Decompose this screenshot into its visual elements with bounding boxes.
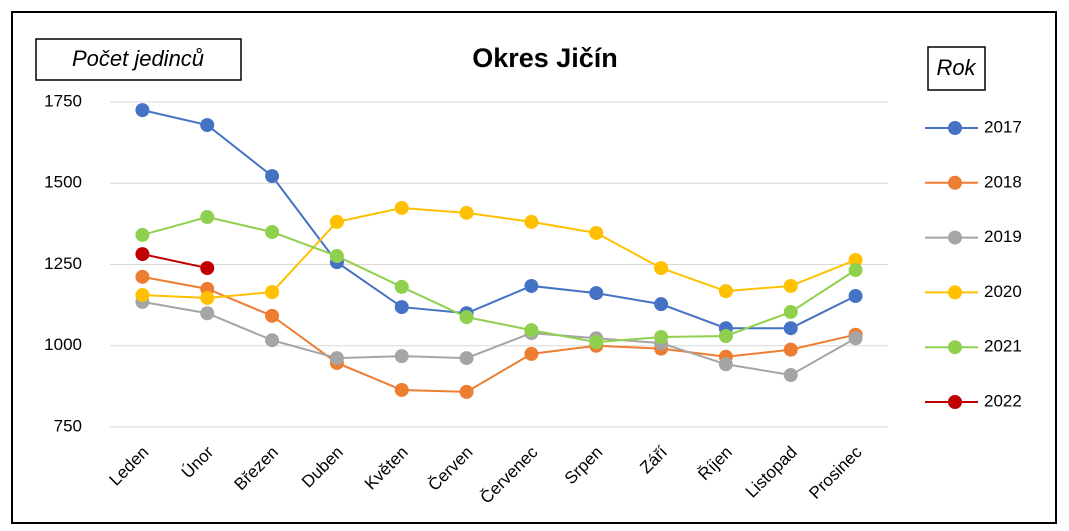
point [589, 286, 604, 301]
series-line [142, 253, 208, 270]
point [524, 214, 539, 229]
legend-marker [948, 121, 962, 135]
legend-label: 2019 [984, 227, 1022, 246]
legend-title: Rok [936, 55, 976, 80]
y-tick-label: 750 [54, 416, 82, 435]
point [135, 227, 150, 242]
point [135, 247, 150, 262]
point [459, 384, 474, 399]
legend-label: 2021 [984, 337, 1022, 356]
legend-marker [948, 230, 962, 245]
point [589, 335, 604, 350]
point [135, 269, 150, 284]
point [783, 278, 798, 293]
point [459, 205, 474, 220]
y-tick-label: 1250 [44, 254, 82, 273]
legend-marker [948, 395, 962, 409]
point [783, 304, 798, 319]
legend-label: 2018 [984, 172, 1022, 191]
point [718, 329, 733, 343]
point [135, 288, 150, 303]
point [265, 333, 280, 348]
point [200, 118, 215, 133]
point [589, 225, 604, 240]
point [524, 346, 539, 361]
series-line [142, 206, 856, 299]
point [459, 310, 474, 325]
point [848, 289, 863, 304]
point [265, 169, 280, 184]
point [200, 261, 215, 276]
point [459, 351, 474, 366]
point [329, 214, 344, 229]
series-line [142, 275, 856, 393]
point [394, 349, 409, 364]
point [654, 297, 669, 312]
point [265, 225, 280, 239]
legend-label: 2022 [984, 391, 1022, 410]
point [200, 306, 215, 321]
y-tick-label: 1500 [44, 173, 82, 192]
point [783, 368, 798, 382]
point [718, 357, 733, 372]
y-tick-label: 1000 [44, 335, 82, 354]
point [524, 323, 539, 338]
legend-label: 2017 [984, 117, 1022, 136]
chart-frame [11, 11, 1057, 524]
point [783, 342, 798, 357]
series-line [142, 216, 857, 344]
chart-title: Okres Jičín [472, 43, 618, 73]
legend-marker [948, 175, 962, 190]
legend-marker [948, 285, 962, 300]
point [394, 279, 409, 294]
legend-title-box [927, 46, 986, 91]
point [848, 252, 863, 267]
point [200, 210, 215, 225]
point [783, 321, 798, 336]
point [394, 300, 409, 315]
y-axis-title: Počet jedinců [72, 46, 204, 71]
point [718, 284, 733, 299]
series-line [142, 109, 857, 330]
point [200, 290, 215, 305]
legend-label: 2020 [984, 282, 1022, 301]
point [848, 331, 863, 346]
point [135, 103, 150, 118]
point [654, 261, 669, 276]
point [265, 308, 280, 323]
point [524, 278, 539, 293]
legend-marker [948, 340, 962, 355]
point [329, 351, 344, 366]
point [394, 382, 409, 397]
series-line [142, 300, 857, 377]
point [265, 285, 280, 300]
point [848, 263, 863, 278]
y-tick-label: 1750 [44, 91, 82, 110]
y-label-box [35, 38, 242, 81]
point [394, 200, 409, 215]
point [654, 329, 669, 344]
point [329, 249, 344, 264]
